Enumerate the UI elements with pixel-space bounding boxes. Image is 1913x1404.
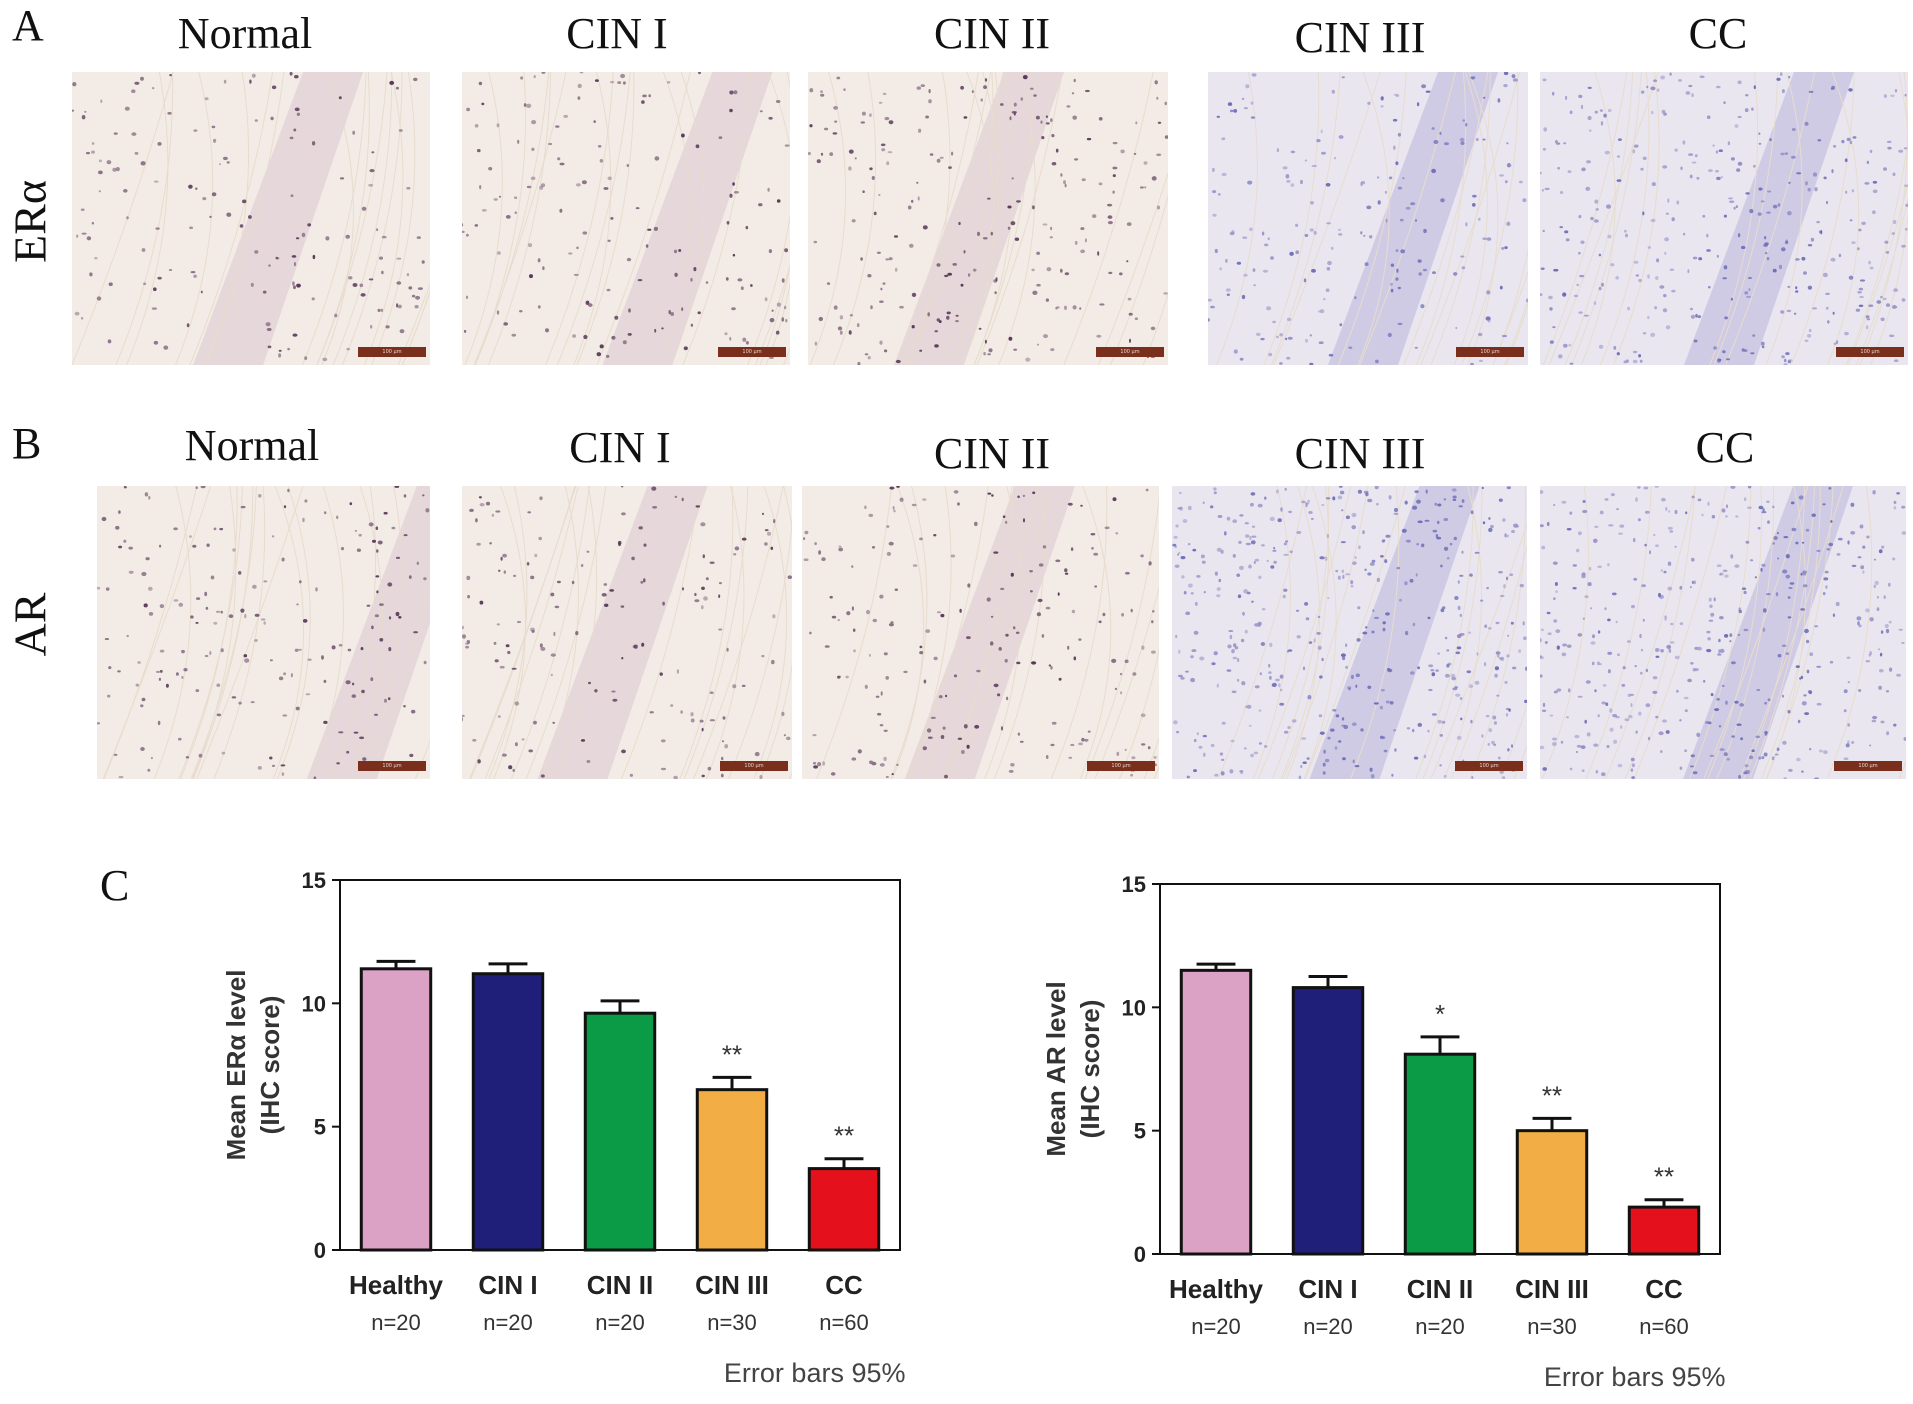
ar-category-n: n=20	[1303, 1314, 1353, 1339]
era-bar-cin-i	[471, 972, 545, 1252]
ar-category-n: n=20	[1191, 1314, 1241, 1339]
scale-bar: 100 μm	[1455, 761, 1523, 771]
era-category-label: CC	[825, 1270, 863, 1300]
ar-bar-cin-iii	[1515, 1129, 1589, 1256]
col-title-b-cin2: CIN II	[933, 429, 1051, 478]
row-label-ar: AR	[4, 592, 56, 657]
scale-bar: 100 μm	[1836, 347, 1904, 357]
era-bar-healthy	[359, 967, 433, 1252]
era-ylabel-line: Mean ERα level	[221, 970, 251, 1161]
ar-ylabel-line: Mean AR level	[1041, 981, 1071, 1156]
scale-bar: 100 μm	[1834, 761, 1902, 771]
scale-bar: 100 μm	[1096, 347, 1164, 357]
micrograph-b-cin-ii	[802, 486, 1159, 779]
ar-category-label: CIN III	[1515, 1274, 1589, 1304]
scale-bar: 100 μm	[1456, 347, 1524, 357]
ar-ytick-label: 5	[1134, 1119, 1146, 1144]
col-title-b-cin1: CIN I	[569, 423, 671, 472]
era-ytick-label: 0	[314, 1238, 326, 1263]
era-category-label: CIN I	[478, 1270, 537, 1300]
ar-category-n: n=30	[1527, 1314, 1577, 1339]
era-ytick-label: 15	[302, 868, 326, 893]
scale-bar-label: 100 μm	[1479, 763, 1499, 769]
scale-bar-label: 100 μm	[1860, 349, 1880, 355]
ar-category-label: CIN II	[1407, 1274, 1473, 1304]
era-category-label: CIN II	[587, 1270, 653, 1300]
col-title-b-normal: Normal	[184, 421, 320, 470]
scale-bar: 100 μm	[718, 347, 786, 357]
scale-bar-label: 100 μm	[742, 349, 762, 355]
era-significance: **	[834, 1121, 854, 1151]
col-title-b-cc: CC	[1695, 423, 1755, 472]
micrograph-a-cin-iii	[1208, 72, 1528, 365]
ar-ytick-label: 0	[1134, 1242, 1146, 1267]
era-category-label: CIN III	[695, 1270, 769, 1300]
era-category-label: Healthy	[349, 1270, 443, 1300]
ar-bar-cin-ii	[1403, 1052, 1477, 1256]
ar-category-label: CC	[1645, 1274, 1683, 1304]
era-bar-cc	[807, 1167, 881, 1252]
scale-bar: 100 μm	[358, 761, 426, 771]
ar-caption: Error bars 95% CI	[1544, 1362, 1730, 1392]
panel-a-letter: A	[12, 1, 44, 50]
row-label-era: ERα	[4, 180, 56, 263]
scale-bar-label: 100 μm	[744, 763, 764, 769]
era-category-n: n=30	[707, 1310, 757, 1335]
ar-significance: *	[1435, 999, 1445, 1029]
era-bar-cin-ii	[583, 1011, 657, 1252]
era-ytick-label: 5	[314, 1115, 326, 1140]
panel-c-letter: C	[100, 861, 130, 910]
ar-ytick-label: 15	[1122, 872, 1146, 897]
micrograph-a-normal	[72, 72, 430, 365]
era-ylabel-line: (IHC score)	[255, 996, 285, 1135]
col-title-a-normal: Normal	[177, 9, 313, 58]
era-category-n: n=20	[483, 1310, 533, 1335]
scale-bar-label: 100 μm	[1480, 349, 1500, 355]
ar-bar-healthy	[1179, 968, 1253, 1256]
era-category-n: n=20	[371, 1310, 421, 1335]
scale-bar: 100 μm	[358, 347, 426, 357]
col-title-b-cin3: CIN III	[1294, 429, 1426, 478]
ar-bar-cin-i	[1291, 986, 1365, 1256]
ar-category-label: CIN I	[1298, 1274, 1357, 1304]
micrograph-a-cin-i	[462, 72, 790, 365]
era-ytick-label: 10	[302, 991, 326, 1016]
ar-ylabel: Mean AR level (IHC score)	[1041, 981, 1105, 1156]
col-title-a-cc: CC	[1688, 9, 1748, 58]
micrograph-b-cin-i	[462, 486, 792, 779]
scale-bar-label: 100 μm	[382, 763, 402, 769]
micrograph-a-cin-ii	[808, 72, 1168, 365]
ar-ytick-label: 10	[1122, 995, 1146, 1020]
panel-b-letter: B	[12, 419, 42, 468]
scale-bar: 100 μm	[720, 761, 788, 771]
scale-bar-label: 100 μm	[1120, 349, 1140, 355]
era-category-n: n=20	[595, 1310, 645, 1335]
micrograph-b-normal	[97, 486, 430, 779]
col-title-a-cin2: CIN II	[933, 9, 1051, 58]
era-ylabel: Mean ERα level (IHC score)	[221, 970, 285, 1161]
ar-significance: **	[1542, 1080, 1562, 1110]
scale-bar-label: 100 μm	[1111, 763, 1131, 769]
ar-category-n: n=20	[1415, 1314, 1465, 1339]
ar-ylabel-line: (IHC score)	[1075, 1000, 1105, 1139]
micrograph-b-cc	[1540, 486, 1906, 779]
micrograph-b-cin-iii	[1172, 486, 1527, 779]
ar-bar-cc	[1627, 1205, 1701, 1256]
scale-bar-label: 100 μm	[1858, 763, 1878, 769]
col-title-a-cin3: CIN III	[1294, 13, 1426, 62]
chart-ar: 0 5 10 15 Mean AR level (IHC score) Healthy n=2…	[1041, 872, 1730, 1392]
scale-bar: 100 μm	[1087, 761, 1155, 771]
era-category-n: n=60	[819, 1310, 869, 1335]
era-bar-cin-iii	[695, 1088, 769, 1252]
ar-significance: **	[1654, 1162, 1674, 1192]
era-caption: Error bars 95% CI	[724, 1358, 910, 1388]
chart-era: 0 5 10 15 Mean ERα level (IHC score) Healthy n=…	[221, 868, 910, 1388]
scale-bar-label: 100 μm	[382, 349, 402, 355]
col-title-a-cin1: CIN I	[566, 9, 668, 58]
ar-category-label: Healthy	[1169, 1274, 1263, 1304]
era-significance: **	[722, 1039, 742, 1069]
micrograph-a-cc	[1540, 72, 1908, 365]
ar-category-n: n=60	[1639, 1314, 1689, 1339]
